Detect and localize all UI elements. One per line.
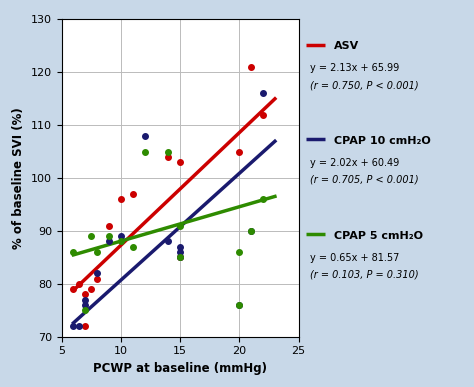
Point <box>236 302 243 308</box>
Point <box>129 244 137 250</box>
Point <box>105 233 113 239</box>
Point <box>82 302 89 308</box>
Point <box>93 270 101 276</box>
Text: (r = 0.103, P = 0.310): (r = 0.103, P = 0.310) <box>310 270 419 280</box>
Text: y = 0.65x + 81.57: y = 0.65x + 81.57 <box>310 253 400 263</box>
Point <box>82 296 89 303</box>
Text: CPAP 10 cmH₂O: CPAP 10 cmH₂O <box>334 136 431 146</box>
Point <box>82 291 89 298</box>
Point <box>259 90 267 96</box>
Point <box>93 249 101 255</box>
Point <box>88 233 95 239</box>
Text: ASV: ASV <box>334 41 359 51</box>
Point <box>82 323 89 329</box>
Text: y = 2.13x + 65.99: y = 2.13x + 65.99 <box>310 63 400 74</box>
Y-axis label: % of baseline SVI (%): % of baseline SVI (%) <box>12 107 25 249</box>
Point <box>70 249 77 255</box>
Point <box>141 149 148 155</box>
Point <box>117 233 125 239</box>
Text: CPAP 5 cmH₂O: CPAP 5 cmH₂O <box>334 231 423 241</box>
Point <box>164 238 172 245</box>
Point <box>259 196 267 202</box>
Point <box>236 249 243 255</box>
Point <box>176 254 184 260</box>
Point <box>164 149 172 155</box>
Point <box>164 154 172 160</box>
Point <box>93 276 101 282</box>
Point <box>176 249 184 255</box>
Point <box>176 254 184 260</box>
Point <box>76 323 83 329</box>
Point <box>117 238 125 245</box>
Point <box>259 111 267 118</box>
Point <box>70 286 77 292</box>
Point <box>247 228 255 234</box>
Point <box>105 238 113 245</box>
Text: y = 2.02x + 60.49: y = 2.02x + 60.49 <box>310 158 400 168</box>
Point <box>88 286 95 292</box>
X-axis label: PCWP at baseline (mmHg): PCWP at baseline (mmHg) <box>93 362 267 375</box>
Point <box>247 64 255 70</box>
Point <box>236 149 243 155</box>
Point <box>141 133 148 139</box>
Text: (r = 0.750, P < 0.001): (r = 0.750, P < 0.001) <box>310 80 419 90</box>
Point <box>82 307 89 313</box>
Point <box>176 159 184 165</box>
Point <box>247 228 255 234</box>
Point <box>117 196 125 202</box>
Point <box>76 281 83 287</box>
Point <box>70 323 77 329</box>
Point <box>176 254 184 260</box>
Point <box>129 191 137 197</box>
Point <box>176 223 184 229</box>
Point <box>105 223 113 229</box>
Text: (r = 0.705, P < 0.001): (r = 0.705, P < 0.001) <box>310 175 419 185</box>
Point <box>236 302 243 308</box>
Point <box>176 244 184 250</box>
